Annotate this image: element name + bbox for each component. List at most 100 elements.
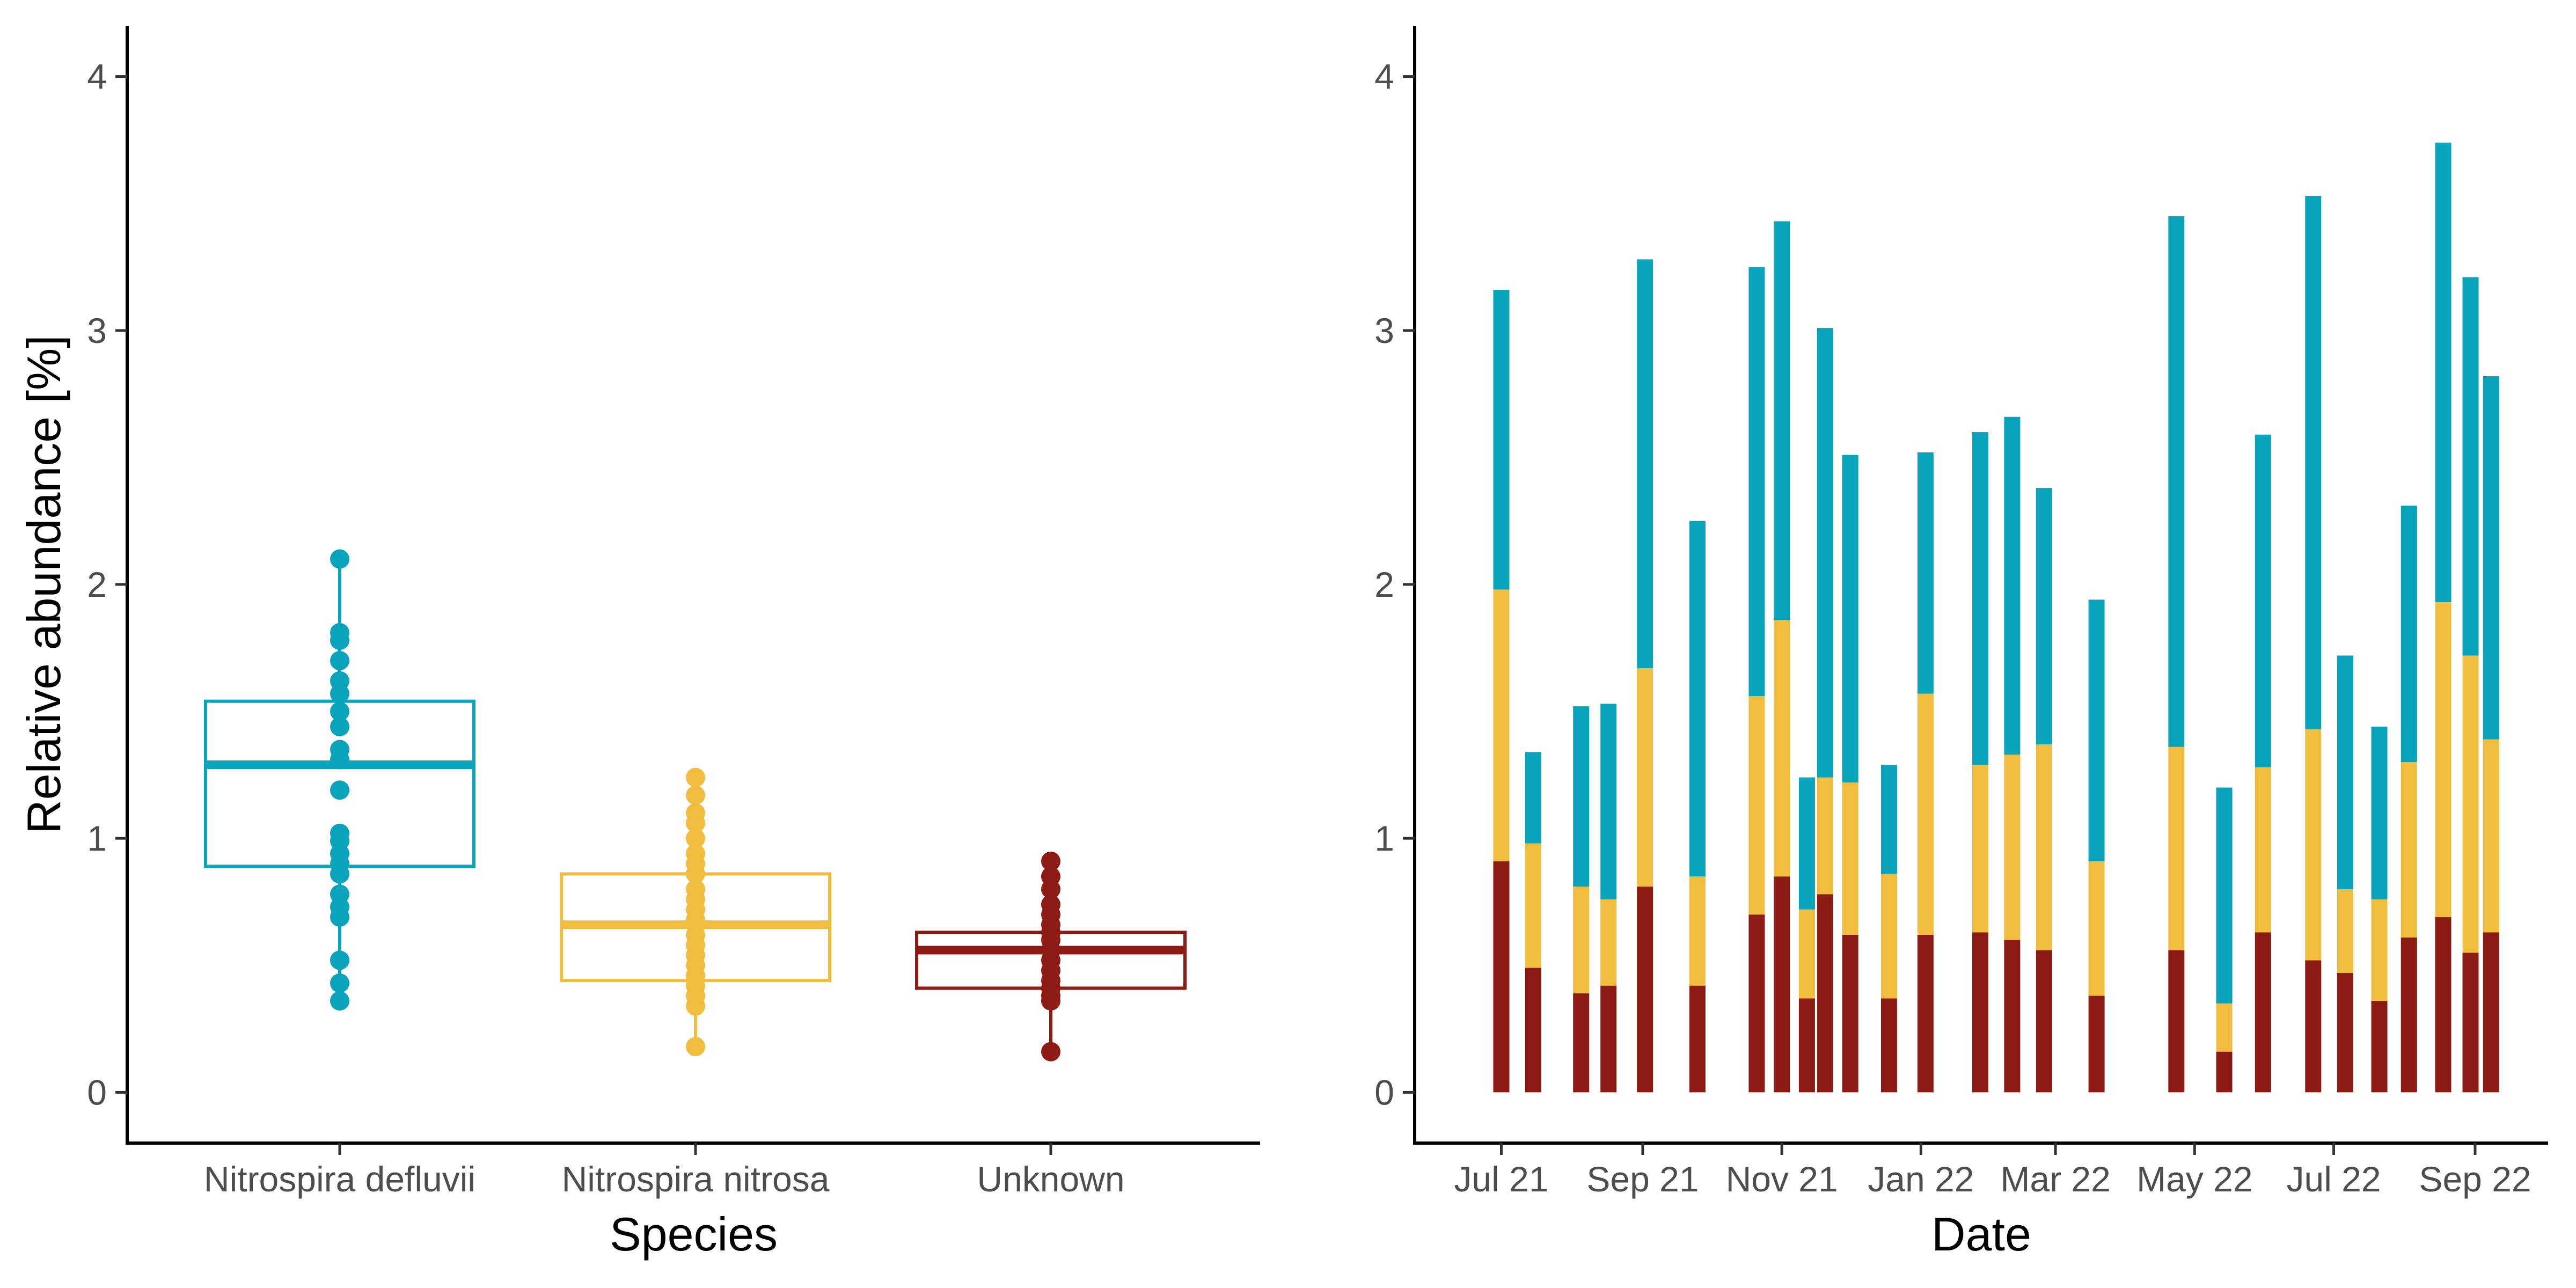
data-point (686, 996, 705, 1016)
bar-segment-unknown (2216, 1051, 2233, 1093)
stacked-bar (1972, 432, 1988, 1093)
bar-segment-unknown (2168, 950, 2185, 1093)
stacked-bar (1525, 752, 1541, 1093)
x-tick-label: Jul 21 (1454, 1159, 1548, 1199)
data-point (330, 750, 349, 770)
x-tick-label: May 22 (2136, 1159, 2252, 1199)
bar-segment-defluvii (1748, 267, 1765, 697)
bar-segment-unknown (1880, 998, 1897, 1093)
bar-segment-unknown (1525, 968, 1541, 1093)
data-point (330, 864, 349, 884)
bar-segment-defluvii (2305, 196, 2322, 729)
bar-segment-nitrosa (1842, 782, 1858, 935)
data-point (686, 1037, 705, 1057)
x-axis-title: Date (1931, 1208, 2031, 1261)
stacked-bar (1774, 221, 1790, 1093)
stacked-bar (2483, 376, 2499, 1093)
stacked-bar (2435, 142, 2451, 1093)
stacked-bar (1880, 764, 1897, 1093)
y-tick-label: 4 (87, 57, 107, 97)
bar-segment-defluvii (2168, 216, 2185, 747)
bar-segment-unknown (1842, 934, 1858, 1093)
data-point (330, 780, 349, 800)
bar-segment-unknown (2036, 950, 2052, 1093)
bar-segment-defluvii (2036, 488, 2052, 745)
stacked-bar (1689, 521, 1706, 1093)
stacked-bar (2401, 506, 2417, 1093)
data-point (686, 813, 705, 833)
bar-segment-unknown (2462, 953, 2479, 1093)
data-point (330, 549, 349, 569)
stacked-bar (2216, 787, 2233, 1093)
bar-segment-nitrosa (1817, 777, 1833, 895)
box-defluvii (204, 549, 475, 1011)
data-point (1041, 1042, 1060, 1062)
bar-segment-defluvii (2462, 277, 2479, 656)
bar-segment-nitrosa (2483, 739, 2499, 933)
bar-segment-defluvii (2004, 416, 2021, 755)
bar-segment-nitrosa (2337, 889, 2353, 973)
bar-segment-unknown (1774, 876, 1790, 1093)
bar-segment-unknown (1689, 985, 1706, 1093)
stacked-bar (2088, 599, 2105, 1093)
bar-segment-unknown (1600, 985, 1617, 1093)
stacked-bar (1573, 706, 1590, 1093)
bar-segment-defluvii (2371, 726, 2388, 899)
bar-segment-nitrosa (1748, 696, 1765, 915)
data-point (330, 650, 349, 670)
stacked-bar-panel: 0 1 2 3 4 Jul 21 Sep 21 Nov 21 Jan 22 Mar 22 May 2… (1374, 26, 2548, 1261)
data-point (1041, 879, 1060, 899)
bar-segment-nitrosa (2168, 747, 2185, 950)
bar-segment-unknown (1917, 934, 1934, 1093)
bar-segment-unknown (2483, 932, 2499, 1093)
bar-segment-unknown (2255, 932, 2271, 1093)
bar-segment-defluvii (2483, 376, 2499, 740)
data-point (686, 910, 705, 930)
data-point (330, 631, 349, 650)
bar-segment-nitrosa (2435, 602, 2451, 917)
bar-segment-defluvii (1600, 704, 1617, 899)
data-point (330, 991, 349, 1011)
bar-segment-unknown (1798, 998, 1815, 1093)
stacked-bar (2337, 655, 2353, 1093)
bar-segment-nitrosa (2371, 899, 2388, 1001)
x-tick-label: Nitrospira nitrosa (562, 1159, 830, 1199)
bar-segment-nitrosa (2216, 1003, 2233, 1052)
y-tick-label: 4 (1374, 57, 1394, 97)
data-point (330, 907, 349, 927)
data-point (686, 829, 705, 848)
bar-segment-defluvii (1573, 706, 1590, 887)
stacked-bar (1600, 704, 1617, 1093)
data-point (1041, 851, 1060, 871)
bar-segment-unknown (2337, 972, 2353, 1093)
y-tick-label: 3 (1374, 311, 1394, 350)
stacked-bar (1493, 290, 1510, 1093)
bar-segment-nitrosa (2462, 655, 2479, 953)
bar-segment-unknown (1817, 894, 1833, 1093)
bar-segment-unknown (2371, 1001, 2388, 1093)
bar-segment-defluvii (1917, 452, 1934, 694)
box-unknown (915, 851, 1187, 1062)
data-point (686, 767, 705, 787)
bar-segment-nitrosa (2305, 729, 2322, 961)
bar-segment-defluvii (2088, 599, 2105, 861)
data-point (330, 701, 349, 721)
x-tick-label: Sep 21 (1586, 1159, 1699, 1199)
x-tick-label: Nov 21 (1726, 1159, 1838, 1199)
bar-segment-defluvii (1689, 521, 1706, 877)
x-axis-title: Species (610, 1208, 778, 1261)
bar-segment-nitrosa (1972, 764, 1988, 933)
bar-segment-nitrosa (2004, 755, 2021, 940)
bar-segment-nitrosa (1880, 874, 1897, 999)
bar-segment-nitrosa (1525, 843, 1541, 968)
bar-segment-nitrosa (2088, 861, 2105, 996)
bar-segment-nitrosa (1600, 899, 1617, 986)
x-tick-label: Unknown (977, 1159, 1124, 1199)
bar-segment-nitrosa (1774, 620, 1790, 877)
x-tick-label: Jul 22 (2286, 1159, 2381, 1199)
x-tick-label: Jan 22 (1868, 1159, 1974, 1199)
y-tick-label: 1 (87, 818, 107, 858)
box-nitrosa (560, 767, 831, 1057)
data-point (330, 716, 349, 736)
y-tick-label: 2 (87, 565, 107, 604)
